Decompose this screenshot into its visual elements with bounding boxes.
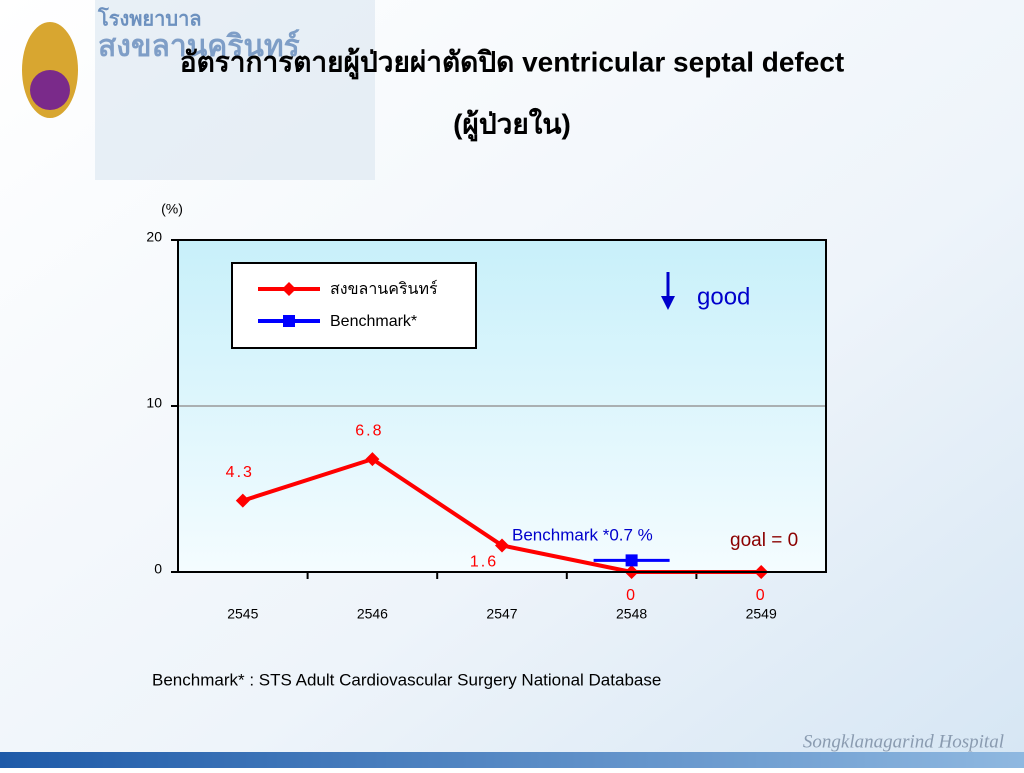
y-tick-label: 10 — [146, 395, 162, 411]
header-photo — [95, 0, 375, 180]
annotation: goal = 0 — [730, 530, 798, 551]
footer: Songklanagarind Hospital — [803, 731, 1004, 752]
logo-text: สงขลานครินทร์ — [98, 29, 300, 63]
x-tick-label: 2548 — [616, 606, 647, 622]
chart-subtitle: (ผู้ป่วยใน) — [453, 107, 571, 141]
annotation: Benchmark *0.7 % — [512, 525, 653, 544]
point — [495, 538, 509, 553]
point — [365, 452, 380, 467]
data-label: 6.8 — [355, 422, 383, 439]
logo-seal — [30, 70, 70, 110]
data-label: 0 — [626, 587, 637, 604]
y-axis-label: (%) — [161, 201, 183, 217]
x-tick-label: 2545 — [227, 606, 258, 622]
good-arrow-head — [661, 296, 675, 310]
legend-label: สงขลานครินทร์ — [330, 279, 438, 298]
x-tick-label: 2549 — [746, 606, 777, 622]
data-label: 0 — [756, 587, 767, 604]
footer-band — [0, 752, 1024, 768]
chart-title: อัตราการตายผู้ป่วยผ่าตัดปิด ventricular … — [180, 46, 844, 79]
x-tick-label: 2546 — [357, 606, 388, 622]
data-label: 1.6 — [470, 554, 498, 571]
data-label: 4.3 — [226, 464, 254, 481]
y-tick-label: 0 — [154, 561, 162, 577]
legend-marker — [283, 315, 295, 327]
footnote: Benchmark* : STS Adult Cardiovascular Su… — [152, 670, 661, 689]
point — [235, 493, 250, 508]
y-tick-label: 20 — [146, 229, 162, 245]
legend — [231, 262, 477, 349]
x-tick-label: 2547 — [486, 606, 517, 622]
logo-text: โรงพยาบาล — [97, 6, 202, 30]
legend-label: Benchmark* — [330, 313, 417, 330]
plot-frame — [177, 239, 827, 573]
legend-marker — [282, 282, 296, 296]
point — [625, 554, 638, 567]
annotation: good — [697, 283, 750, 310]
